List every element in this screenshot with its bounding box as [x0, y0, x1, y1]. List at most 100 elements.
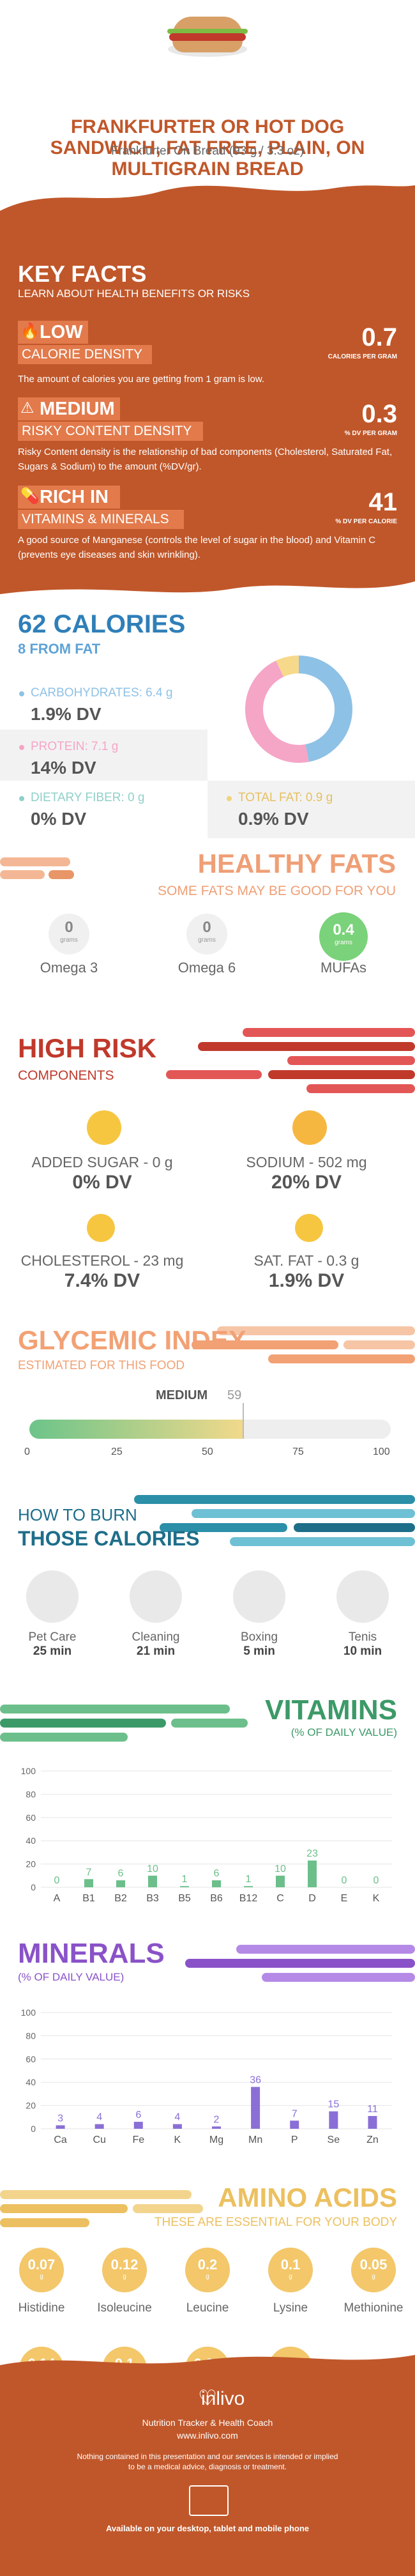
fat-unit: grams: [335, 939, 352, 946]
brand-url[interactable]: www.inlivo.com: [177, 2430, 238, 2441]
amino-name: Lysine: [273, 2301, 308, 2315]
risk-dv: 7.4% DV: [64, 1270, 140, 1291]
burn-title-line2: THOSE CALORIES: [18, 1527, 200, 1550]
heart-logo-icon: ♡: [197, 2386, 218, 2411]
activity-name: Tenis: [348, 1630, 377, 1644]
fat-unit: grams: [198, 937, 216, 944]
bar-B3: [148, 1875, 157, 1887]
x-tick-label: A: [54, 1893, 61, 1904]
bar-Fe: [133, 2122, 143, 2129]
fact-level-tag: [18, 397, 120, 420]
risk-label: SAT. FAT - 0.3 g: [253, 1252, 359, 1269]
bar-value-label: 23: [306, 1848, 318, 1859]
minerals-subtitle: (% OF DAILY VALUE): [18, 1971, 124, 1983]
footer-wave: [0, 2355, 415, 2374]
x-tick-label: B5: [178, 1893, 191, 1904]
food-title-line: SANDWICH, FAT FREE, PLAIN, ON: [50, 137, 365, 158]
macro-fiber: DIETARY FIBER: 0 g 0% DV: [0, 781, 207, 838]
bar-value-label: 6: [214, 1868, 220, 1879]
bar-B2: [116, 1880, 125, 1887]
flame-icon: 🔥: [20, 323, 40, 340]
lettuce-image: [167, 29, 248, 34]
minerals-stripes: [185, 1945, 415, 1982]
smile-face-icon: [87, 1214, 115, 1242]
bar-C: [276, 1875, 285, 1887]
bar-B1: [84, 1879, 93, 1887]
y-tick-label: 40: [26, 1836, 36, 1846]
activity-minutes: 25 min: [33, 1644, 72, 1658]
glycemic-subtitle: ESTIMATED FOR THIS FOOD: [18, 1359, 185, 1372]
amino-name: Leucine: [186, 2301, 229, 2315]
x-tick-label: Fe: [132, 2135, 144, 2145]
disclaimer-line: Nothing contained in this presentation a…: [77, 2452, 338, 2461]
fiber-dot: [19, 796, 24, 801]
fat-value: 0: [64, 919, 73, 936]
x-tick-label: K: [174, 2135, 181, 2145]
fact-name-tag: [18, 510, 184, 529]
x-tick-label: Zn: [366, 2135, 379, 2145]
amino-circle: 0.05 g: [351, 2248, 396, 2292]
amino-unit: g: [206, 2273, 209, 2280]
fact-unit: % DV PER GRAM: [344, 430, 397, 437]
bar-Cu: [94, 2124, 104, 2129]
fact-level-tag: [18, 486, 120, 509]
glycemic-tick: 50: [202, 1446, 213, 1457]
y-tick-label: 0: [31, 1882, 36, 1892]
x-tick-label: B2: [114, 1893, 127, 1904]
fact-level: RICH IN: [40, 487, 109, 507]
calories-from-fat: 8 FROM FAT: [18, 641, 101, 657]
amino-value: 0.2: [197, 2257, 218, 2273]
x-tick-label: Se: [328, 2135, 340, 2145]
vitamins-icon: 💊: [20, 487, 40, 505]
glycemic-level: MEDIUM: [156, 1388, 208, 1402]
vitamins-stripes: [0, 1705, 248, 1742]
y-tick-label: 0: [31, 2124, 36, 2134]
x-tick-label: K: [373, 1893, 380, 1904]
fact-unit: % DV PER CALORIE: [335, 518, 397, 525]
donut-slice-fat: [276, 656, 299, 677]
fat-name: Omega 6: [177, 960, 236, 976]
bar-value-label: 6: [135, 2110, 141, 2120]
burn-stripes: [134, 1495, 415, 1546]
devices-icon: [189, 2485, 229, 2516]
bar-value-label: 4: [96, 2112, 102, 2123]
macro-label: TOTAL FAT: 0.9 g: [238, 791, 333, 804]
macro-fat: TOTAL FAT: 0.9 g 0.9% DV: [207, 781, 415, 838]
activity-name: Cleaning: [132, 1630, 180, 1644]
x-tick-label: D: [308, 1893, 316, 1904]
risk-dv: 20% DV: [271, 1172, 342, 1193]
risk-label: ADDED SUGAR - 0 g: [31, 1154, 173, 1170]
bar-B5: [180, 1886, 189, 1887]
neutral-face-icon: [292, 1110, 327, 1145]
bar-Mg: [212, 2126, 221, 2129]
glycemic-tick: 75: [292, 1446, 304, 1457]
risk-label: CHOLESTEROL - 23 mg: [20, 1252, 184, 1269]
fact-unit: CALORIES PER GRAM: [328, 353, 397, 360]
fact-name: VITAMINS & MINERALS: [22, 512, 169, 526]
x-tick-label: Mn: [248, 2135, 262, 2145]
donut-slice-protein: [245, 661, 309, 763]
cleaning-icon: [130, 1570, 182, 1623]
smile-face-icon: [295, 1214, 323, 1242]
glycemic-value: 59: [227, 1388, 242, 1402]
amino-unit: g: [372, 2273, 375, 2280]
activity-minutes: 5 min: [243, 1644, 275, 1658]
y-tick-label: 60: [26, 1813, 36, 1823]
x-tick-label: Ca: [54, 2135, 67, 2145]
calories-donut-chart: [245, 656, 352, 763]
food-title: FRANKFURTER OR HOT DOG SANDWICH, FAT FRE…: [26, 116, 389, 180]
bar-value-label: 11: [367, 2104, 378, 2115]
amino-unit: g: [40, 2273, 43, 2280]
fact-description: Risky Content density is the relationshi…: [18, 447, 393, 472]
activity-tennis: Tenis 10 min: [318, 1570, 407, 1659]
fact-description: The amount of calories you are getting f…: [18, 374, 265, 385]
high-risk-subtitle: COMPONENTS: [18, 1068, 114, 1083]
boxing-icon: [233, 1570, 285, 1623]
x-tick-label: C: [276, 1893, 284, 1904]
y-tick-label: 40: [26, 2077, 36, 2087]
food-title-line: FRANKFURTER OR HOT DOG: [70, 116, 345, 137]
y-tick-label: 80: [26, 2030, 36, 2041]
x-tick-label: Mg: [209, 2135, 223, 2145]
bar-value-label: 0: [374, 1875, 379, 1886]
meat-image: [169, 33, 246, 41]
